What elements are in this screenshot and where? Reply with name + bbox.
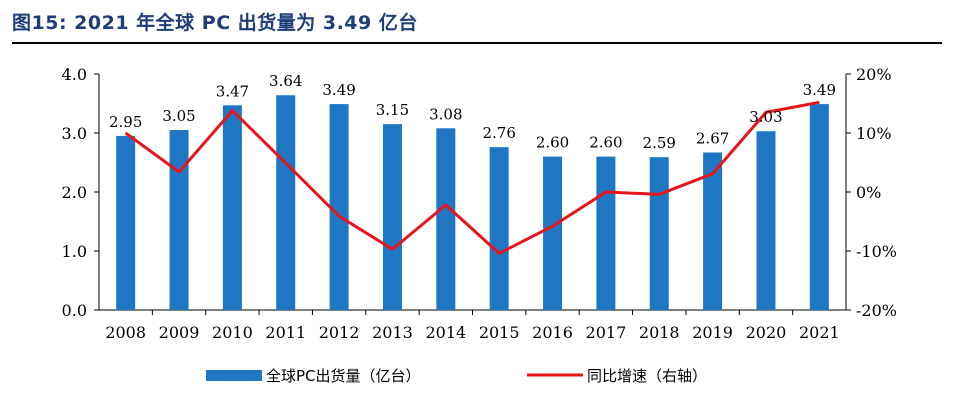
bar-2015 bbox=[489, 147, 509, 310]
right-tick-label: 10% bbox=[856, 124, 892, 143]
x-tick-label: 2013 bbox=[372, 323, 413, 342]
legend-label-bar: 全球PC出货量（亿台） bbox=[266, 367, 421, 385]
bar-2009 bbox=[169, 130, 189, 310]
x-tick-label: 2019 bbox=[692, 323, 733, 342]
x-tick-label: 2017 bbox=[586, 323, 627, 342]
x-tick-label: 2015 bbox=[479, 323, 520, 342]
growth-polyline bbox=[124, 100, 820, 255]
x-tick-label: 2016 bbox=[532, 323, 573, 342]
bar-2010 bbox=[222, 105, 242, 311]
x-tick-label: 2020 bbox=[746, 323, 787, 342]
legend: 全球PC出货量（亿台） 同比增速（右轴） bbox=[206, 367, 707, 385]
legend-swatch-bar bbox=[206, 370, 262, 381]
data-label-2010: 3.47 bbox=[216, 82, 249, 100]
data-label-2008: 2.95 bbox=[109, 113, 142, 131]
left-tick-label: 4.0 bbox=[62, 65, 87, 84]
data-label-2009: 3.05 bbox=[162, 107, 195, 125]
bar-2011 bbox=[276, 95, 296, 311]
data-labels: 2.95 3.05 3.47 3.64 3.49 3.15 3.08 2.76 2.60 2.60… bbox=[109, 72, 836, 152]
data-label-2011: 3.64 bbox=[269, 72, 302, 90]
legend-label-line: 同比增速（右轴） bbox=[587, 367, 707, 385]
data-label-2018: 2.59 bbox=[643, 134, 676, 152]
x-tick-label: 2018 bbox=[639, 323, 680, 342]
bar-2017 bbox=[596, 156, 616, 310]
x-tick-label: 2009 bbox=[159, 323, 200, 342]
left-tick-label: 3.0 bbox=[62, 124, 87, 143]
bar-2019 bbox=[703, 152, 723, 310]
data-label-2015: 2.76 bbox=[482, 124, 515, 142]
bars bbox=[116, 95, 829, 311]
x-tick-label: 2012 bbox=[319, 323, 360, 342]
bar-2018 bbox=[649, 157, 669, 310]
data-label-2019: 2.67 bbox=[696, 129, 729, 147]
data-label-2012: 3.49 bbox=[322, 81, 355, 99]
right-tick-label: -10% bbox=[856, 242, 897, 261]
title-rule bbox=[12, 42, 942, 44]
bar-2014 bbox=[436, 128, 456, 310]
data-label-2014: 3.08 bbox=[429, 105, 462, 123]
bar-2013 bbox=[382, 124, 402, 311]
x-tick-label: 2010 bbox=[212, 323, 253, 342]
right-tick-label: -20% bbox=[856, 301, 897, 320]
data-label-2016: 2.60 bbox=[536, 134, 569, 152]
bar-2012 bbox=[329, 104, 349, 310]
x-tick-label: 2021 bbox=[799, 323, 840, 342]
bar-2021 bbox=[809, 104, 829, 310]
data-label-2020: 3.03 bbox=[749, 108, 782, 126]
left-tick-label: 0.0 bbox=[62, 301, 87, 320]
data-label-2013: 3.15 bbox=[376, 101, 409, 119]
bar-2020 bbox=[756, 131, 776, 310]
x-tick-label: 2014 bbox=[425, 323, 466, 342]
growth-line bbox=[124, 100, 820, 255]
bar-2008 bbox=[116, 135, 136, 310]
data-label-2021: 3.49 bbox=[803, 81, 836, 99]
bar-2016 bbox=[543, 156, 563, 310]
right-tick-label: 20% bbox=[856, 65, 892, 84]
chart-title: 图15: 2021 年全球 PC 出货量为 3.49 亿台 bbox=[12, 12, 418, 34]
right-tick-label: 0% bbox=[856, 183, 881, 202]
x-tick-label: 2008 bbox=[105, 323, 146, 342]
left-tick-label: 1.0 bbox=[62, 242, 87, 261]
x-tick-label: 2011 bbox=[265, 323, 306, 342]
data-label-2017: 2.60 bbox=[589, 134, 622, 152]
left-tick-label: 2.0 bbox=[62, 183, 87, 202]
axes: 0.0 1.0 2.0 3.0 4.0 -20% -10% 0% 10% 20% 2008 2009 2… bbox=[62, 65, 897, 342]
